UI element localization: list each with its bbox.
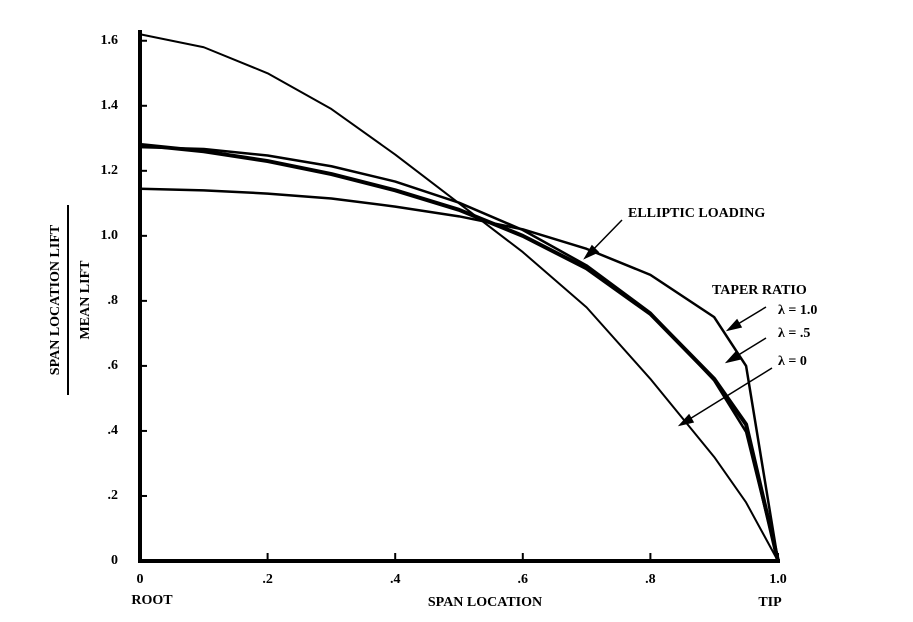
series-line [139, 33, 779, 562]
y-tick-label: 1.4 [101, 98, 119, 113]
x-tick-label: .6 [518, 572, 529, 587]
annotation: λ = 1.0 [778, 303, 817, 318]
y-tick-label: .6 [108, 358, 119, 373]
y-tick-label: 1.0 [101, 228, 119, 243]
series-line [139, 142, 780, 562]
y-tick-label: .2 [108, 488, 119, 503]
x-end-label: ROOT [131, 593, 173, 608]
x-end-label: TIP [758, 595, 782, 610]
y-tick-label: 1.2 [101, 163, 119, 178]
x-tick-label: 0 [137, 572, 144, 587]
y-tick-label: 0 [111, 553, 118, 568]
y-label: SPAN LOCATION LIFT MEAN LIFT [48, 205, 93, 395]
y-label-denominator: MEAN LIFT [78, 260, 93, 340]
annotation: TAPER RATIO [712, 283, 807, 298]
x-tick-label: .4 [390, 572, 401, 587]
x-label: SPAN LOCATION [428, 595, 542, 610]
y-label-numerator: SPAN LOCATION LIFT [48, 224, 63, 375]
annotation: λ = 0 [778, 354, 807, 369]
y-tick-label: .4 [108, 423, 119, 438]
x-tick-label: .2 [262, 572, 273, 587]
annotation: λ = .5 [778, 326, 810, 341]
annotation: ELLIPTIC LOADING [628, 206, 765, 221]
y-tick-label: .8 [108, 293, 119, 308]
series-line [139, 187, 780, 562]
y-tick-label: 1.6 [101, 33, 119, 48]
arrows [583, 219, 773, 427]
arrow-head [725, 318, 743, 332]
x-tick-label: .8 [645, 572, 656, 587]
x-tick-label: 1.0 [769, 572, 787, 587]
